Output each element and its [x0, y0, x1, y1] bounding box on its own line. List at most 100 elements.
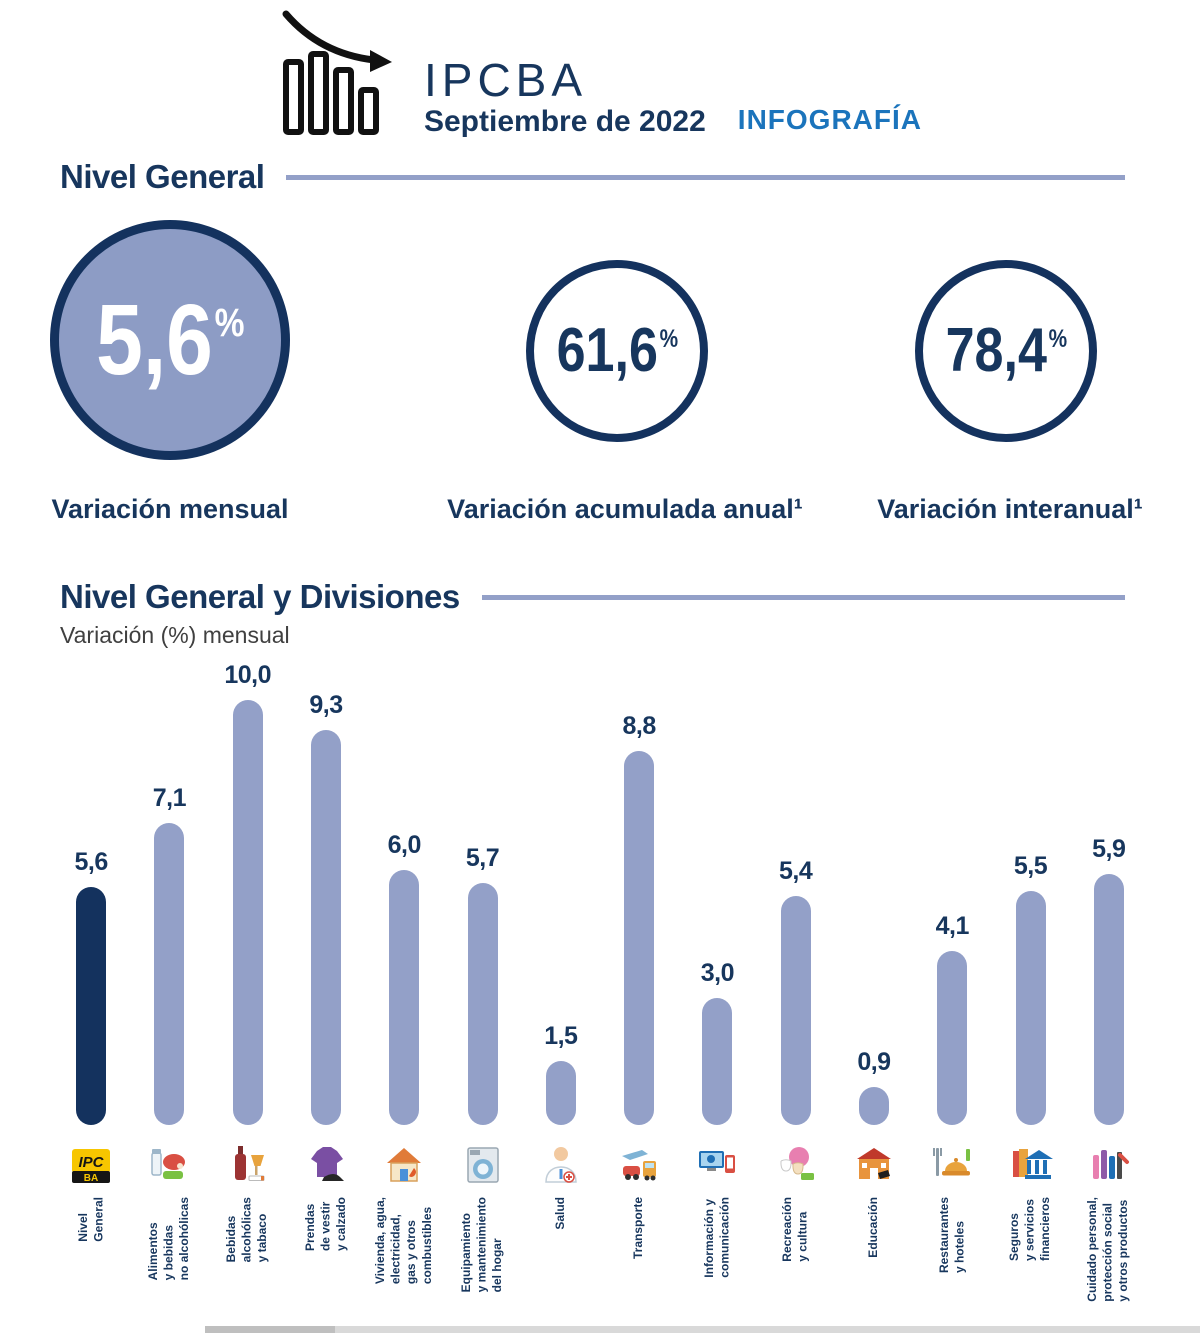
bar: [154, 823, 185, 1125]
bar-column: 5,9: [1070, 835, 1148, 1125]
interannual-value: 78,4%: [945, 320, 1067, 382]
category-label: Bebidas alcohólicas y tabaco: [224, 1197, 270, 1263]
category-label: Salud: [553, 1197, 568, 1230]
category-label: Restaurantes y hoteles: [936, 1197, 967, 1274]
category-label: Prendas de vestir y calzado: [302, 1197, 348, 1252]
category-label-cell: Transporte: [600, 1197, 678, 1337]
interannual-label: Variación interanual¹: [877, 494, 1143, 524]
bar-column: 6,0: [365, 831, 443, 1125]
category-label-cell: Educación: [835, 1197, 913, 1337]
footer-strip: [205, 1326, 1200, 1333]
clothing-footwear-icon: [287, 1139, 365, 1191]
monthly-variation-label: Variación mensual: [51, 494, 289, 524]
monthly-variation-value: 5,6%: [96, 290, 244, 390]
transport-icon: [600, 1139, 678, 1191]
bar-column: 4,1: [913, 912, 991, 1125]
housing-utilities-icon: [365, 1139, 443, 1191]
bar-value-label: 5,6: [74, 848, 109, 876]
bar-value-label: 7,1: [152, 784, 187, 813]
header: IPCBA Septiembre de 2022 INFOGRAFÍA: [0, 6, 1200, 140]
bar-column: 5,6: [52, 848, 130, 1125]
bar-value-label: 4,1: [935, 911, 970, 940]
accumulated-annual-label: Variación acumulada anual¹: [447, 494, 803, 524]
percent-sign: %: [1048, 326, 1067, 354]
recreation-culture-icon: [757, 1139, 835, 1191]
bar-value-label: 10,0: [224, 661, 272, 689]
category-label-cell: Salud: [522, 1197, 600, 1337]
bar: [545, 1061, 576, 1125]
svg-text:BA: BA: [84, 1173, 98, 1184]
category-label: Nivel General: [75, 1197, 106, 1242]
bar: [1093, 874, 1124, 1125]
category-label-cell: Bebidas alcohólicas y tabaco: [209, 1197, 287, 1337]
bar-column: 7,1: [130, 784, 208, 1125]
accumulated-annual-variation-circle: 61,6%: [526, 260, 708, 442]
bar-value-label: 6,0: [387, 831, 422, 859]
insurance-financial-icon: [991, 1139, 1069, 1191]
information-communication-icon: [678, 1139, 756, 1191]
bar: [780, 895, 811, 1125]
accumulated-annual-value: 61,6%: [556, 320, 678, 382]
section-title: Nivel General y Divisiones: [60, 578, 460, 615]
report-title: IPCBA: [423, 54, 588, 106]
category-label-cell: Información y comunicación: [678, 1197, 756, 1337]
category-label-cell: Prendas de vestir y calzado: [287, 1197, 365, 1337]
bar-column: 8,8: [600, 712, 678, 1125]
title-block: IPCBA Septiembre de 2022: [424, 57, 706, 140]
home-equipment-icon: [443, 1139, 521, 1191]
bar-value-label: 5,4: [779, 856, 813, 885]
bar: [858, 1086, 889, 1125]
food-beverages-icon: [130, 1139, 208, 1191]
bar-column: 3,0: [678, 958, 756, 1125]
category-label-cell: Nivel General: [52, 1197, 130, 1337]
divisions-section-heading: Nivel General y Divisiones: [60, 578, 1125, 616]
bar: [310, 729, 341, 1125]
category-label: Educación: [866, 1197, 881, 1258]
bar-value-label: 5,9: [1092, 835, 1126, 864]
category-label-cell: Seguros y servicios financieros: [991, 1197, 1069, 1337]
nivel-general-section-heading: Nivel General: [60, 158, 1125, 196]
monthly-variation-circle: 5,6%: [50, 220, 290, 460]
heading-rule: [481, 594, 1125, 600]
category-label: Recreación y cultura: [780, 1197, 810, 1262]
bar-column: 10,0: [209, 661, 287, 1125]
footer-strip-segment: [205, 1326, 335, 1333]
health-icon: [522, 1139, 600, 1191]
labels-row: Nivel General Alimentos y bebidas no alco…: [52, 1197, 1148, 1337]
category-label: Información y comunicación: [701, 1197, 732, 1278]
bar-column: 1,5: [522, 1022, 600, 1125]
bar-value-label: 3,0: [700, 958, 735, 987]
restaurants-hotels-icon: [913, 1139, 991, 1191]
category-label-cell: Equipamiento y mantenimiento del hogar: [443, 1197, 521, 1337]
personal-care-icon: [1070, 1139, 1148, 1191]
alcohol-tobacco-icon: [209, 1139, 287, 1191]
percent-sign: %: [659, 326, 678, 354]
category-label: Vivienda, agua, electricidad, gas y otro…: [373, 1197, 434, 1285]
bar: [937, 950, 968, 1125]
divisions-bar-chart: 5,6 7,1 10,0 9,3 6,0 5,7 1,5 8,8 3,0 5,4 0,9 4,1 5,5…: [52, 647, 1148, 1337]
category-label: Transporte: [631, 1197, 646, 1260]
bar-column: 9,3: [287, 691, 365, 1125]
icons-row: IPC BA: [52, 1139, 1148, 1191]
bar-value-label: 5,7: [465, 843, 500, 872]
category-label-cell: Restaurantes y hoteles: [913, 1197, 991, 1337]
chart-subtitle: Variación (%) mensual: [60, 622, 290, 648]
bar: [624, 751, 655, 1125]
education-icon: [835, 1139, 913, 1191]
category-label-cell: Recreación y cultura: [757, 1197, 835, 1337]
category-label-cell: Cuidado personal, protección social y ot…: [1070, 1197, 1148, 1337]
bar-value-label: 1,5: [544, 1022, 578, 1051]
infografia-tag: INFOGRAFÍA: [737, 104, 923, 135]
bar: [467, 882, 498, 1125]
category-label: Alimentos y bebidas no alcohólicas: [146, 1197, 192, 1281]
category-label-cell: Alimentos y bebidas no alcohólicas: [130, 1197, 208, 1337]
bar: [702, 997, 733, 1125]
bar-value-label: 8,8: [622, 712, 656, 740]
bar-column: 5,4: [757, 856, 835, 1125]
svg-text:IPC: IPC: [79, 1154, 105, 1171]
bar: [232, 700, 263, 1125]
bar: [389, 870, 420, 1125]
bar-value-label: 5,5: [1013, 852, 1048, 881]
bar-value-label: 9,3: [309, 690, 343, 719]
